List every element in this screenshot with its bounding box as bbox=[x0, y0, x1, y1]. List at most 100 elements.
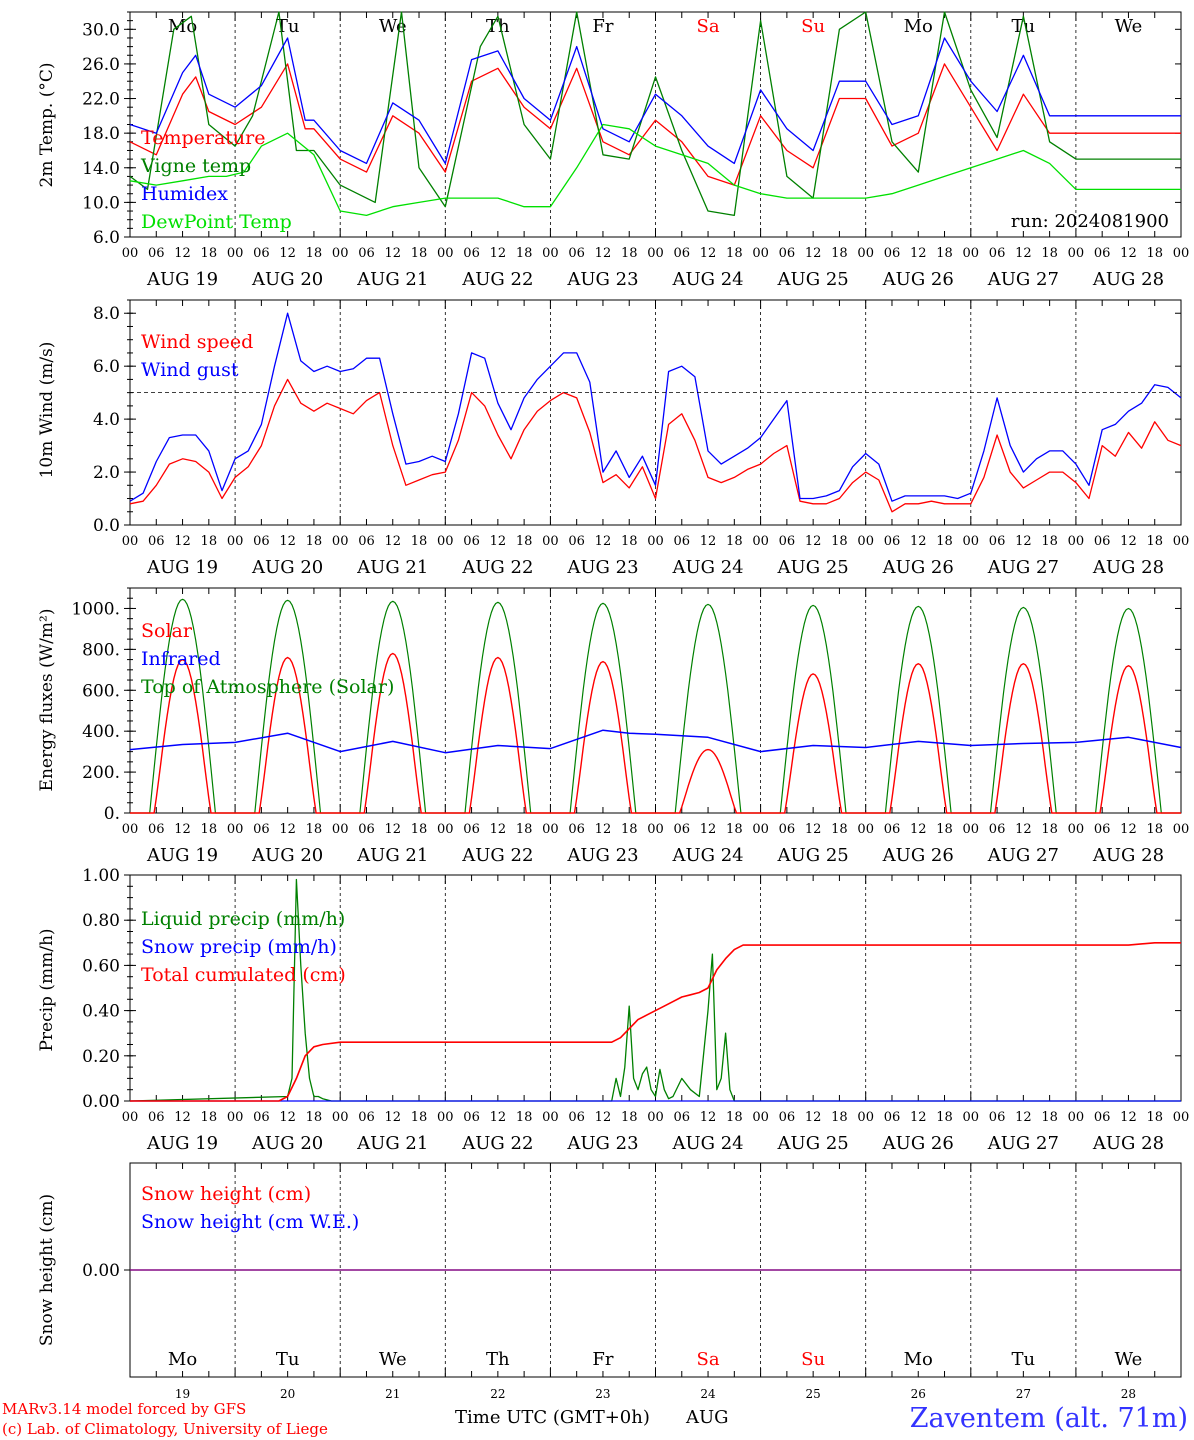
hour-label: 18 bbox=[411, 534, 428, 549]
credit-model: MARv3.14 model forced by GFS bbox=[2, 1400, 246, 1418]
hour-label: 18 bbox=[936, 822, 953, 837]
station-title: Zaventem (alt. 71m) bbox=[910, 1403, 1188, 1434]
day-number: 24 bbox=[700, 1387, 716, 1401]
day-number: 20 bbox=[280, 1387, 295, 1401]
hour-label: 06 bbox=[148, 534, 165, 549]
run-annotation: run: 2024081900 bbox=[1011, 211, 1169, 232]
hour-label: 00 bbox=[122, 1110, 139, 1125]
legend-entry: Liquid precip (mm/h) bbox=[141, 908, 345, 930]
hour-label: 18 bbox=[1146, 534, 1163, 549]
day-label: AUG 27 bbox=[987, 269, 1059, 290]
hour-label: 00 bbox=[1173, 1110, 1190, 1125]
day-label: AUG 20 bbox=[251, 557, 323, 578]
hour-label: 12 bbox=[805, 246, 822, 261]
hour-label: 12 bbox=[910, 822, 927, 837]
hour-label: 06 bbox=[779, 246, 796, 261]
hour-label: 00 bbox=[963, 246, 980, 261]
day-number: 27 bbox=[1016, 1387, 1031, 1401]
hour-label: 12 bbox=[384, 534, 401, 549]
hour-label: 00 bbox=[122, 822, 139, 837]
day-label: AUG 25 bbox=[777, 557, 849, 578]
hour-label: 18 bbox=[726, 534, 743, 549]
weekday-label: We bbox=[1115, 16, 1143, 37]
y-tick-label: 4.0 bbox=[93, 410, 120, 430]
hour-label: 12 bbox=[700, 246, 717, 261]
weekday-label: Su bbox=[801, 1349, 825, 1370]
hour-label: 06 bbox=[253, 1110, 270, 1125]
y-tick-label: 0.00 bbox=[82, 1092, 120, 1112]
day-label: AUG 25 bbox=[777, 845, 849, 866]
y-axis-label: Precip (mm/h) bbox=[37, 928, 57, 1051]
hour-label: 00 bbox=[1173, 246, 1190, 261]
hour-label: 18 bbox=[306, 822, 323, 837]
y-tick-label: 0.00 bbox=[82, 1261, 120, 1281]
day-label: AUG 23 bbox=[566, 557, 638, 578]
hour-label: 12 bbox=[805, 534, 822, 549]
y-tick-label: 0.0 bbox=[93, 516, 120, 536]
hour-label: 12 bbox=[1120, 534, 1137, 549]
weekday-label: Sa bbox=[697, 1349, 720, 1370]
y-tick-label: 22.0 bbox=[82, 90, 120, 110]
hour-label: 06 bbox=[989, 1110, 1006, 1125]
hour-label: 00 bbox=[752, 1110, 769, 1125]
hour-label: 00 bbox=[227, 534, 244, 549]
hour-label: 18 bbox=[201, 534, 218, 549]
hour-label: 18 bbox=[831, 534, 848, 549]
hour-label: 00 bbox=[332, 1110, 349, 1125]
day-label: AUG 23 bbox=[566, 1133, 638, 1154]
hour-label: 00 bbox=[647, 534, 664, 549]
hour-label: 00 bbox=[332, 534, 349, 549]
hour-label: 06 bbox=[1094, 822, 1111, 837]
hour-label: 18 bbox=[936, 246, 953, 261]
hour-label: 06 bbox=[253, 534, 270, 549]
weekday-label: Tu bbox=[1012, 16, 1036, 37]
hour-label: 06 bbox=[148, 822, 165, 837]
weekday-label: Mo bbox=[168, 1349, 197, 1370]
hour-label: 06 bbox=[674, 1110, 691, 1125]
day-label: AUG 22 bbox=[461, 1133, 533, 1154]
hour-label: 06 bbox=[253, 246, 270, 261]
hour-label: 06 bbox=[463, 822, 480, 837]
day-label: AUG 28 bbox=[1092, 269, 1164, 290]
y-axis-label: Energy fluxes (W/m²) bbox=[37, 609, 57, 792]
hour-label: 18 bbox=[621, 246, 638, 261]
hour-label: 00 bbox=[227, 246, 244, 261]
hour-label: 00 bbox=[1173, 534, 1190, 549]
y-tick-label: 600. bbox=[82, 681, 120, 701]
hour-label: 12 bbox=[384, 246, 401, 261]
hour-label: 06 bbox=[358, 1110, 375, 1125]
hour-label: 06 bbox=[989, 246, 1006, 261]
legend-entry: DewPoint Temp bbox=[141, 211, 292, 233]
hour-label: 06 bbox=[148, 1110, 165, 1125]
y-tick-label: 0. bbox=[104, 804, 120, 824]
hour-label: 00 bbox=[963, 1110, 980, 1125]
hour-label: 12 bbox=[490, 822, 507, 837]
x-axis-label: Time UTC (GMT+0h) bbox=[455, 1407, 650, 1428]
hour-label: 18 bbox=[621, 1110, 638, 1125]
hour-label: 12 bbox=[1015, 822, 1032, 837]
hour-label: 06 bbox=[884, 1110, 901, 1125]
y-tick-label: 200. bbox=[82, 763, 120, 783]
hour-label: 00 bbox=[1068, 246, 1085, 261]
hour-label: 06 bbox=[674, 822, 691, 837]
hour-label: 06 bbox=[253, 822, 270, 837]
hour-label: 00 bbox=[437, 246, 454, 261]
weekday-label: Tu bbox=[1012, 1349, 1036, 1370]
x-axis-month: AUG bbox=[685, 1407, 729, 1428]
day-label: AUG 25 bbox=[777, 1133, 849, 1154]
hour-label: 12 bbox=[279, 1110, 296, 1125]
hour-label: 00 bbox=[857, 822, 874, 837]
hour-label: 12 bbox=[910, 1110, 927, 1125]
hour-label: 06 bbox=[463, 534, 480, 549]
hour-label: 06 bbox=[1094, 1110, 1111, 1125]
hour-label: 06 bbox=[989, 822, 1006, 837]
weekday-label: Mo bbox=[904, 1349, 933, 1370]
day-number: 23 bbox=[595, 1387, 610, 1401]
y-tick-label: 30.0 bbox=[82, 20, 120, 40]
day-label: AUG 26 bbox=[882, 1133, 954, 1154]
day-label: AUG 22 bbox=[461, 845, 533, 866]
day-label: AUG 19 bbox=[146, 1133, 218, 1154]
hour-label: 00 bbox=[437, 1110, 454, 1125]
day-label: AUG 26 bbox=[882, 845, 954, 866]
hour-label: 12 bbox=[1120, 246, 1137, 261]
